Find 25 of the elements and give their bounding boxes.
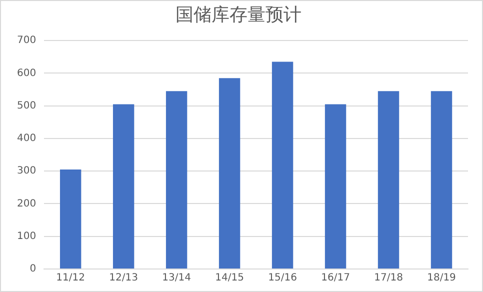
y-tick-label: 500 bbox=[16, 100, 36, 112]
x-tick-label: 16/17 bbox=[321, 272, 350, 284]
bar bbox=[166, 91, 188, 268]
y-tick-label: 0 bbox=[30, 264, 36, 275]
bar bbox=[112, 104, 134, 268]
bar bbox=[430, 91, 452, 268]
y-tick-label: 100 bbox=[16, 230, 36, 242]
y-tick-label: 700 bbox=[16, 35, 36, 46]
bar bbox=[60, 169, 82, 268]
x-tick-label: 18/19 bbox=[427, 272, 456, 284]
bar bbox=[272, 62, 294, 268]
bar bbox=[378, 91, 400, 268]
x-tick-label: 12/13 bbox=[109, 272, 138, 284]
x-tick-label: 11/12 bbox=[56, 272, 85, 284]
y-tick-label: 600 bbox=[16, 68, 36, 79]
chart-title: 国储库存量预计 bbox=[176, 4, 302, 26]
x-tick-label: 13/14 bbox=[162, 272, 191, 284]
y-tick-label: 400 bbox=[16, 133, 36, 144]
y-tick-label: 300 bbox=[16, 166, 36, 177]
x-tick-label: 15/16 bbox=[268, 272, 297, 284]
bar bbox=[218, 78, 240, 268]
x-tick-label: 17/18 bbox=[374, 272, 403, 284]
y-tick-label: 200 bbox=[16, 198, 36, 210]
x-tick-label: 14/15 bbox=[215, 272, 244, 284]
bar bbox=[324, 104, 346, 268]
